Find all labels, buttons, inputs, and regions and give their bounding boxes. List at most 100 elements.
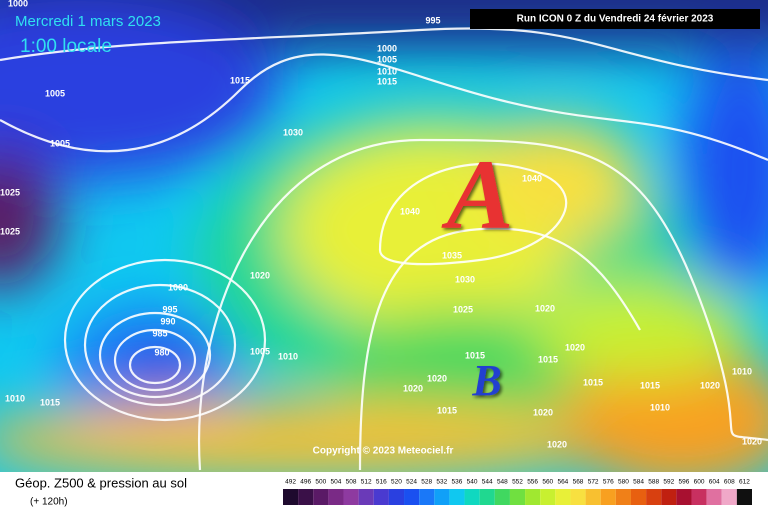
isobar-label: 995 (162, 304, 177, 314)
isobar-label: 1020 (700, 380, 720, 390)
isobar-label: 1005 (377, 54, 397, 64)
isobar-label: 1030 (455, 274, 475, 284)
colorbar-label: 512 (361, 479, 372, 486)
colorbar-cell (434, 489, 450, 505)
forecast-date: Mercredi 1 mars 2023 (15, 13, 161, 30)
colorbar-label: 532 (436, 479, 447, 486)
isobar-label: 1020 (565, 342, 585, 352)
isobar-label: 1020 (427, 373, 447, 383)
isobar-labels: 9951000100510101015101510051005100010251… (0, 0, 762, 449)
colorbar-label: 584 (633, 479, 644, 486)
colorbar-label: 536 (452, 479, 463, 486)
isobar-label: 1015 (583, 377, 603, 387)
isobar-label: 990 (160, 316, 175, 326)
colorbar-label: 580 (618, 479, 629, 486)
run-label: Run ICON 0 Z du Vendredi 24 février 2023 (517, 14, 714, 25)
colorbar-cell (570, 489, 586, 505)
isobar-label: 1015 (437, 405, 457, 415)
isobar-label: 985 (152, 328, 167, 338)
colorbar-cell (691, 489, 707, 505)
colorbar-cell (600, 489, 616, 505)
isobar-label: 1015 (40, 397, 60, 407)
copyright: Copyright © 2023 Meteociel.fr (313, 446, 454, 457)
isobar-label: 980 (154, 347, 169, 357)
colorbar-label: 612 (739, 479, 750, 486)
isobar-label: 1000 (168, 282, 188, 292)
colorbar-cell (479, 489, 495, 505)
colorbar: 492 496 500 504 508 512 516 520 524 528 532 536 540 5… (283, 479, 752, 505)
isobar-label: 1020 (533, 407, 553, 417)
isobar-label: 1010 (732, 366, 752, 376)
isobars (0, 27, 768, 471)
colorbar-cell (464, 489, 480, 505)
colorbar-label: 588 (648, 479, 659, 486)
colorbar-label: 560 (542, 479, 553, 486)
colorbar-label: 500 (315, 479, 326, 486)
colorbar-cell (646, 489, 662, 505)
colorbar-label: 576 (603, 479, 614, 486)
isobar-label: 1025 (453, 304, 473, 314)
isobar-label: 1005 (250, 346, 270, 356)
colorbar-cell (404, 489, 420, 505)
isobar-label: 1015 (377, 76, 397, 86)
isobar-label: 1040 (522, 173, 542, 183)
footer-title: Géop. Z500 & pression au sol (15, 475, 187, 490)
colorbar-label: 528 (421, 479, 432, 486)
isobar-label: 1020 (547, 439, 567, 449)
colorbar-label: 508 (346, 479, 357, 486)
colorbar-label: 592 (663, 479, 674, 486)
colorbar-cell (676, 489, 692, 505)
colorbar-cell (706, 489, 722, 505)
colorbar-cell (313, 489, 329, 505)
colorbar-label: 604 (709, 479, 720, 486)
isobar-label: 1005 (50, 138, 70, 148)
colorbar-label: 492 (285, 479, 296, 486)
colorbar-cell (555, 489, 571, 505)
isobar-label: 1025 (0, 226, 20, 236)
isobar-label: 1020 (403, 383, 423, 393)
colorbar-cell (525, 489, 541, 505)
isobar-label: 1000 (377, 43, 397, 53)
isobar-label: 1035 (442, 250, 462, 260)
run-box (470, 9, 760, 29)
colorbar-label: 520 (391, 479, 402, 486)
isobar-label: 1010 (278, 351, 298, 361)
colorbar-cell (494, 489, 510, 505)
colorbar-label: 504 (331, 479, 342, 486)
isobar-label: 1010 (377, 66, 397, 76)
colorbar-label: 568 (573, 479, 584, 486)
isobar-label: 1030 (283, 127, 303, 137)
colorbar-cell (449, 489, 465, 505)
colorbar-label: 600 (694, 479, 705, 486)
colorbar-cell (328, 489, 344, 505)
colorbar-label: 516 (376, 479, 387, 486)
isobar-label: 995 (425, 15, 440, 25)
colorbar-cell (343, 489, 359, 505)
isobar-label: 1015 (538, 354, 558, 364)
colorbar-label: 552 (512, 479, 523, 486)
colorbar-cell (298, 489, 314, 505)
isobar-label: 1015 (230, 75, 250, 85)
colorbar-label: 608 (724, 479, 735, 486)
colorbar-label: 540 (467, 479, 478, 486)
colorbar-label: 564 (557, 479, 568, 486)
colorbar-label: 496 (300, 479, 311, 486)
low-pressure-label: B (471, 356, 501, 405)
colorbar-label: 548 (497, 479, 508, 486)
isobar-label: 1000 (8, 0, 28, 8)
isobar-label: 1040 (400, 206, 420, 216)
isobar-label: 1020 (250, 270, 270, 280)
colorbar-cell (736, 489, 752, 505)
isobar-label: 1020 (742, 436, 762, 446)
colorbar-label: 556 (527, 479, 538, 486)
colorbar-cell (721, 489, 737, 505)
isobar-label: 1020 (535, 303, 555, 313)
colorbar-cell (373, 489, 389, 505)
colorbar-cell (540, 489, 556, 505)
colorbar-cell (585, 489, 601, 505)
colorbar-cell (615, 489, 631, 505)
isobar-label: 1010 (650, 402, 670, 412)
isobar-label: 1010 (5, 393, 25, 403)
isobar-label: 1015 (640, 380, 660, 390)
